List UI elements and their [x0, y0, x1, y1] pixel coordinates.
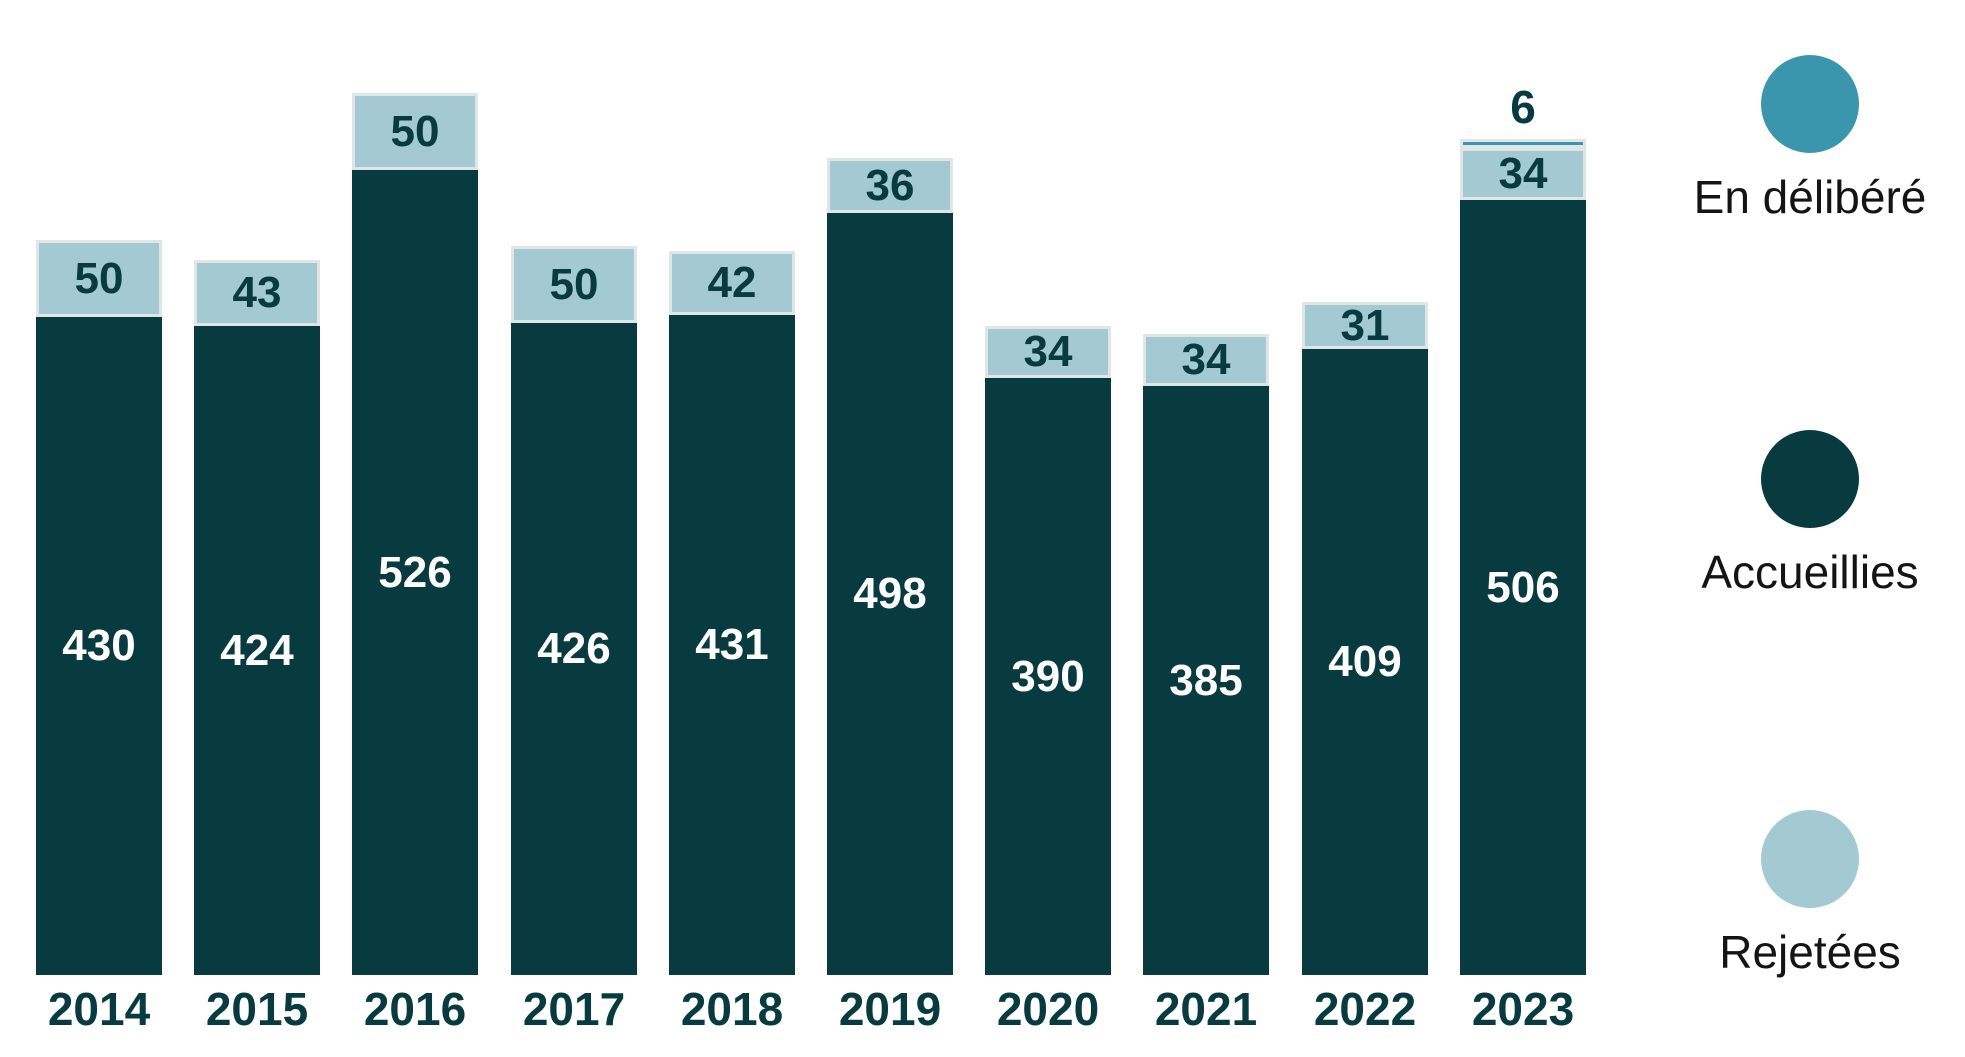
- value-label-rejetees-2020: 34: [1023, 327, 1073, 376]
- x-axis-label-2016: 2016: [363, 983, 467, 1035]
- segment-accueillies-2023: 506: [1460, 200, 1586, 975]
- segment-rejetees-2023: 34: [1460, 148, 1586, 200]
- segment-accueillies-2014: 430: [36, 317, 162, 975]
- segment-accueillies-2017: 426: [511, 323, 637, 975]
- segment-rejetees-2015: 43: [194, 260, 320, 326]
- value-label-accueillies-2015: 424: [220, 625, 294, 675]
- bar-2022: 409 31: [1302, 302, 1428, 975]
- segment-rejetees-2021: 34: [1143, 334, 1269, 386]
- x-axis-label-2015: 2015: [205, 983, 309, 1035]
- bar-2020: 390 34: [985, 326, 1111, 975]
- value-label-rejetees-2014: 50: [74, 253, 124, 303]
- value-label-accueillies-2020: 390: [1011, 651, 1085, 701]
- bar-2023: 506 34 6: [1460, 84, 1586, 975]
- value-label-accueillies-2019: 498: [853, 569, 927, 618]
- segment-accueillies-2015: 424: [194, 326, 320, 975]
- value-label-rejetees-2018: 42: [707, 258, 757, 307]
- segment-accueillies-2018: 431: [669, 315, 795, 975]
- segment-rejetees-2019: 36: [827, 158, 953, 213]
- value-label-rejetees-2023: 34: [1498, 149, 1548, 198]
- bar-2018: 431 42: [669, 251, 795, 975]
- value-label-accueillies-2023: 506: [1486, 562, 1560, 612]
- legend-label-rejetees: Rejetées: [1719, 926, 1901, 978]
- x-axis-label-2020: 2020: [996, 983, 1100, 1035]
- x-axis-label-2021: 2021: [1154, 983, 1258, 1035]
- value-label-accueillies-2014: 430: [62, 621, 136, 670]
- legend-swatch-en-delibere-icon: [1761, 55, 1859, 153]
- bar-2014: 430 50: [36, 240, 162, 975]
- value-label-rejetees-2017: 50: [549, 259, 599, 309]
- segment-rejetees-2017: 50: [511, 246, 637, 323]
- x-axis-label-2014: 2014: [47, 983, 151, 1035]
- legend-item-rejetees: Rejetées: [1655, 810, 1965, 978]
- value-label-rejetees-2015: 43: [232, 268, 282, 317]
- bar-2015: 424 43: [194, 260, 320, 975]
- segment-rejetees-2018: 42: [669, 251, 795, 315]
- segment-accueillies-2020: 390: [985, 378, 1111, 975]
- bar-2021: 385 34: [1143, 334, 1269, 975]
- value-label-accueillies-2017: 426: [537, 624, 611, 673]
- x-axis-label-2023: 2023: [1471, 983, 1575, 1035]
- x-axis-label-2018: 2018: [680, 983, 784, 1035]
- value-label-rejetees-2016: 50: [390, 106, 440, 156]
- segment-rejetees-2022: 31: [1302, 302, 1428, 349]
- legend-label-en-delibere: En délibéré: [1693, 171, 1927, 223]
- segment-accueillies-2022: 409: [1302, 349, 1428, 975]
- value-label-accueillies-2022: 409: [1328, 637, 1402, 686]
- bar-2017: 426 50: [511, 246, 637, 975]
- x-axis-label-2019: 2019: [838, 983, 942, 1035]
- segment-rejetees-2016: 50: [352, 93, 478, 170]
- segment-endelibere-2023: [1460, 139, 1586, 148]
- legend-item-accueillies: Accueillies: [1655, 430, 1965, 598]
- x-axis-label-2022: 2022: [1313, 983, 1417, 1035]
- bar-2019: 498 36: [827, 158, 953, 975]
- segment-rejetees-2020: 34: [985, 326, 1111, 378]
- bar-2016: 526 50: [352, 93, 478, 975]
- chart-area: 430 50 2014 424 43 2015 526 50 2016 426 50 2017 431 4…: [36, 84, 1586, 1035]
- segment-accueillies-2019: 498: [827, 213, 953, 975]
- legend-label-accueillies: Accueillies: [1701, 546, 1919, 598]
- value-label-accueillies-2018: 431: [695, 620, 769, 669]
- segment-accueillies-2016: 526: [352, 170, 478, 975]
- value-label-accueillies-2016: 526: [378, 547, 452, 597]
- segment-accueillies-2021: 385: [1143, 386, 1269, 975]
- value-label-rejetees-2019: 36: [865, 160, 915, 210]
- value-label-rejetees-2021: 34: [1181, 335, 1231, 384]
- segment-rejetees-2014: 50: [36, 240, 162, 317]
- legend-swatch-accueillies-icon: [1761, 430, 1859, 528]
- value-label-endelibere-2023: 6: [1510, 81, 1536, 133]
- legend: En délibéré Accueillies Rejetées: [1655, 0, 1965, 1057]
- value-label-rejetees-2022: 31: [1340, 300, 1390, 350]
- x-axis-label-2017: 2017: [522, 983, 626, 1035]
- legend-swatch-rejetees-icon: [1761, 810, 1859, 908]
- legend-item-en-delibere: En délibéré: [1655, 55, 1965, 223]
- value-label-accueillies-2021: 385: [1169, 655, 1243, 705]
